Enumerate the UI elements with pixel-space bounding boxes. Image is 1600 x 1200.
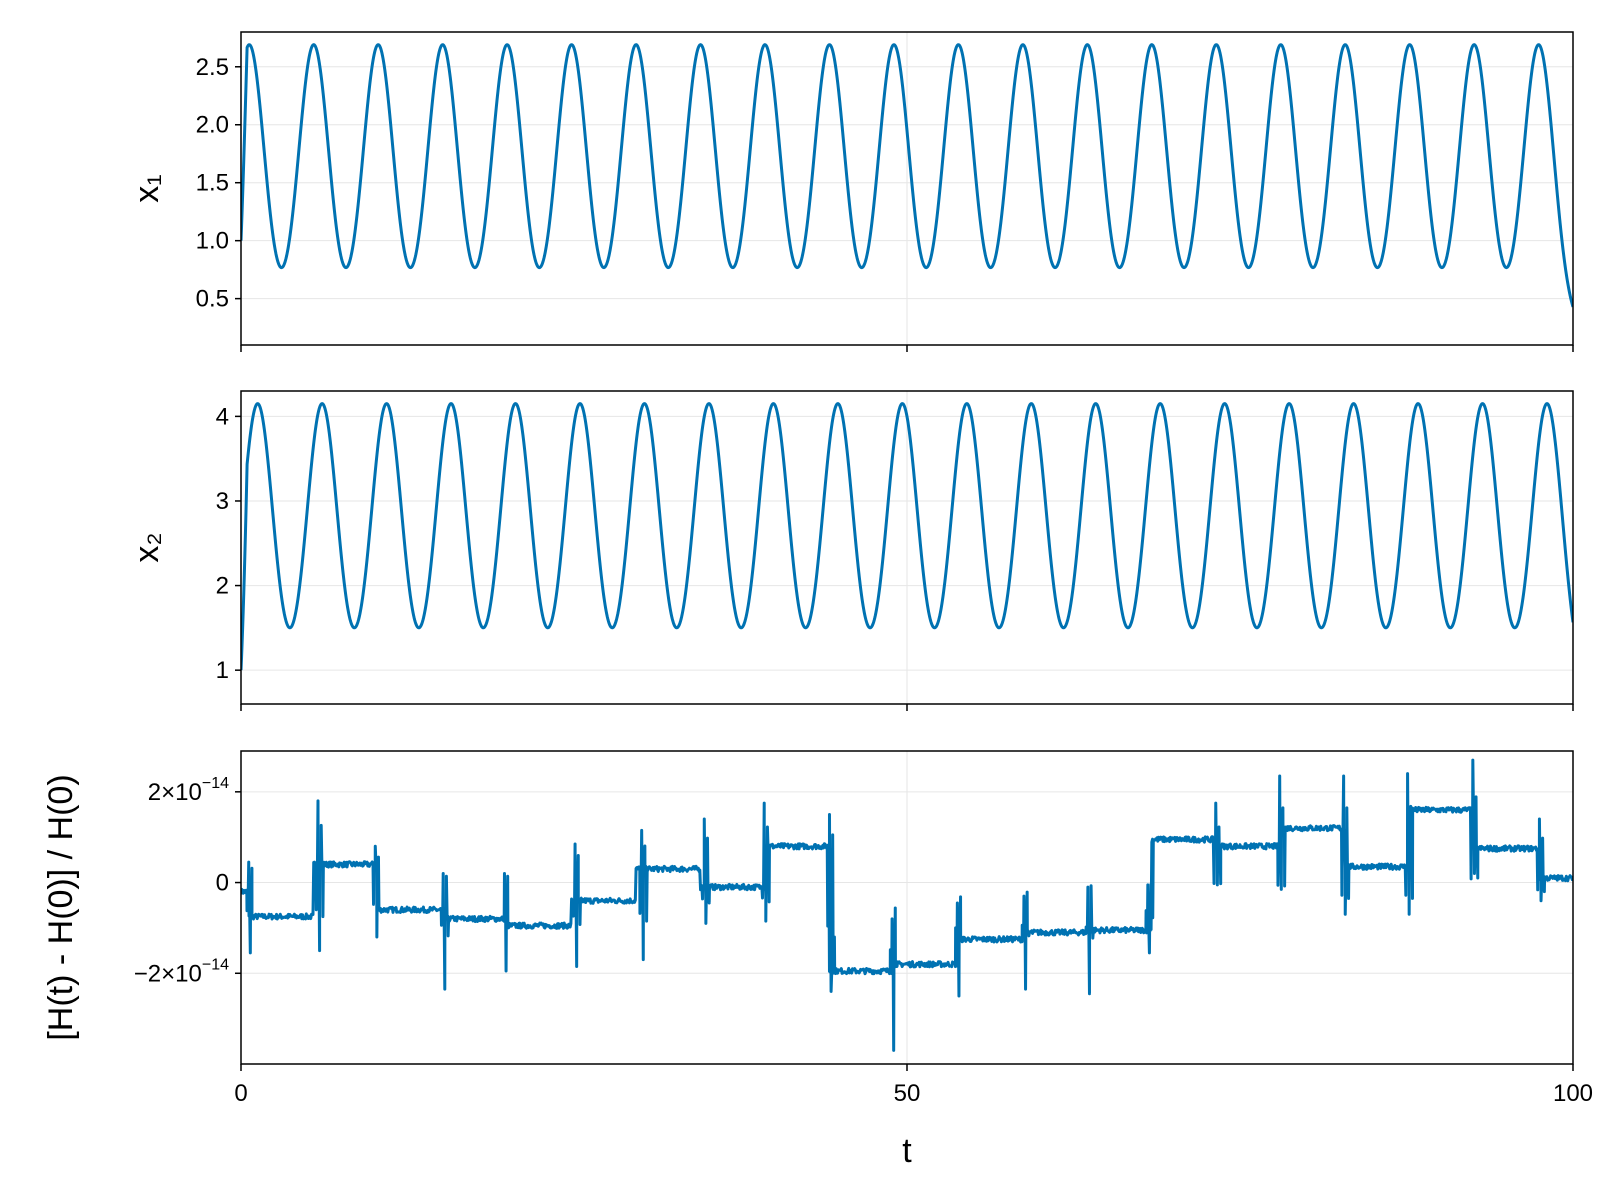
series-line <box>241 402 1573 671</box>
y-tick-label: 2 <box>216 573 229 600</box>
panel-x2: 1 2 3 4 x₂ <box>128 390 1574 711</box>
y-tick-label: 1 <box>216 657 229 684</box>
series-line <box>241 43 1573 308</box>
y-tick-label: 2×10−14 <box>148 775 229 806</box>
x-tick-label: 0 <box>234 1080 247 1107</box>
y-tick-label: 3 <box>216 488 229 515</box>
panel-energy-error: 2×10−14 0 −2×10−14 0 50 100 [H(t) - H(0)] / H(… <box>42 750 1593 1107</box>
y-tick-label: 1.0 <box>196 228 229 255</box>
panel-x1: 0.5 1.0 1.5 2.0 2.5 x₁ <box>128 31 1574 352</box>
y-tick-label: −2×10−14 <box>134 956 229 987</box>
y-tick-label: 2.5 <box>196 54 229 81</box>
x-tick-label: 50 <box>894 1080 921 1107</box>
y-tick-label: 2.0 <box>196 112 229 139</box>
x-axis-label: t <box>902 1132 912 1170</box>
y-tick-label: 0.5 <box>196 286 229 313</box>
y-axis-label: x₂ <box>128 532 166 562</box>
y-axis-label: x₁ <box>128 174 166 202</box>
x-tick-label: 100 <box>1553 1080 1593 1107</box>
y-axis-label: [H(t) - H(0)] / H(0) <box>42 774 80 1040</box>
y-tick-label: 4 <box>216 403 229 430</box>
series-line <box>241 758 1573 1052</box>
y-tick-label: 0 <box>216 870 229 897</box>
y-tick-label: 1.5 <box>196 170 229 197</box>
